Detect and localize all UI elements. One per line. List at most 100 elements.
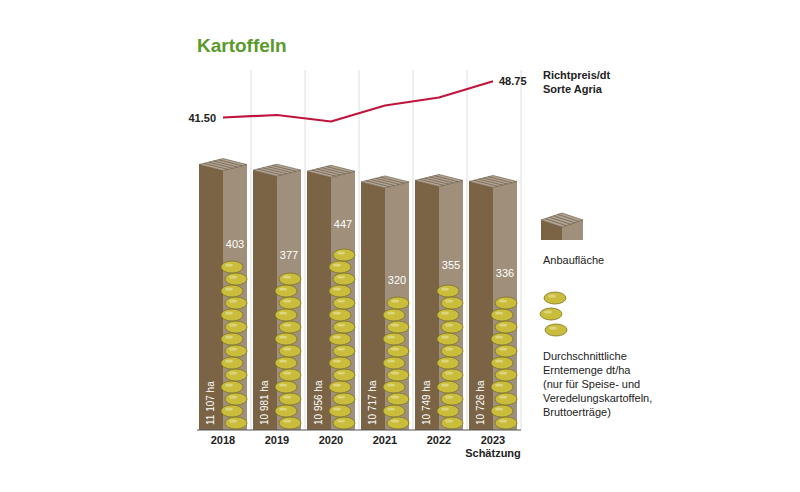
potato (275, 285, 297, 297)
potato (329, 381, 351, 393)
potato (437, 285, 459, 297)
potato-stack (329, 234, 355, 430)
potato (279, 345, 301, 357)
potato-shine (549, 326, 557, 329)
potato-shine (337, 299, 345, 302)
potato-shine (499, 347, 507, 350)
potato-shine (225, 383, 233, 386)
potato (333, 249, 355, 261)
potato-shine (229, 395, 237, 398)
bar (199, 159, 247, 430)
potato (329, 357, 351, 369)
potato-shine (337, 395, 345, 398)
potato (333, 393, 355, 405)
data-label: 336 (496, 267, 514, 279)
potato (275, 405, 297, 417)
potato-shine (337, 347, 345, 350)
text-line: 2023 (481, 434, 505, 446)
potato (329, 261, 351, 273)
potato-shine (441, 287, 449, 290)
separator (467, 70, 468, 430)
potato (225, 273, 247, 285)
potato (441, 417, 463, 429)
potato-shine (445, 323, 453, 326)
text-line: 2021 (373, 434, 397, 446)
potato-shine (499, 299, 507, 302)
potato (221, 381, 243, 393)
separator (521, 70, 522, 430)
potato (441, 297, 463, 309)
potato-shine (333, 287, 341, 290)
potato-stack (383, 290, 409, 430)
potato (279, 393, 301, 405)
potato (333, 369, 355, 381)
potato (329, 405, 351, 417)
potato-shine (283, 371, 291, 374)
bar-slat (549, 217, 570, 224)
data-label: 403 (226, 238, 244, 250)
potato-shine (279, 383, 287, 386)
potato (495, 321, 517, 333)
potato-shine (495, 407, 503, 410)
data-label: 447 (334, 218, 352, 230)
potato (495, 369, 517, 381)
potato-shine (333, 311, 341, 314)
potato (387, 321, 409, 333)
potato-shine (445, 419, 453, 422)
text-line: (nur für Speise- und (543, 378, 640, 390)
potato-shine (279, 407, 287, 410)
area-label: 11 107 ha (205, 381, 216, 425)
potato (225, 369, 247, 381)
potato-shine (225, 359, 233, 362)
potato (333, 273, 355, 285)
text-line: Sorte Agria (543, 83, 603, 95)
bar-front (199, 165, 223, 430)
potato-shine (283, 419, 291, 422)
legend-label: Richtpreis/dt Sorte Agria (543, 69, 611, 95)
potato (383, 309, 405, 321)
bar (361, 176, 409, 430)
potato-shine (387, 407, 395, 410)
potato-shine (441, 407, 449, 410)
potato-shine (391, 395, 399, 398)
potato (491, 309, 513, 321)
bar-front (253, 170, 277, 430)
potato-shine (225, 287, 233, 290)
potato-shine (548, 294, 556, 297)
potato (544, 292, 566, 304)
area-label: 10 956 ha (313, 380, 324, 425)
potato-shine (391, 347, 399, 350)
price-line (223, 81, 493, 121)
x-tick-label: 2018 (211, 434, 235, 446)
potato-shine (499, 323, 507, 326)
potato (491, 381, 513, 393)
potato-shine (225, 407, 233, 410)
potato (387, 369, 409, 381)
price-label: 41.50 (188, 112, 216, 124)
data-label: 355 (442, 259, 460, 271)
potato (279, 297, 301, 309)
x-tick-label: 2023Schätzung (465, 434, 521, 459)
potato-shine (441, 311, 449, 314)
potato-shine (337, 419, 345, 422)
potato (383, 381, 405, 393)
potato-shine (387, 359, 395, 362)
potato-shine (283, 275, 291, 278)
potato (441, 369, 463, 381)
text-line: Richtpreis/dt (543, 69, 611, 81)
potato-shine (499, 395, 507, 398)
potato-shine (229, 347, 237, 350)
bar-top (469, 176, 517, 188)
potato-stack (491, 283, 517, 430)
potato (225, 393, 247, 405)
potato (275, 357, 297, 369)
bar-top (415, 174, 463, 186)
potato (441, 393, 463, 405)
potato (225, 345, 247, 357)
potato (329, 309, 351, 321)
potato (437, 381, 459, 393)
potato-shine (391, 419, 399, 422)
potato-shine (445, 299, 453, 302)
text-line: Erntemenge dt/ha (543, 364, 631, 376)
x-tick-label: 2019 (265, 434, 289, 446)
